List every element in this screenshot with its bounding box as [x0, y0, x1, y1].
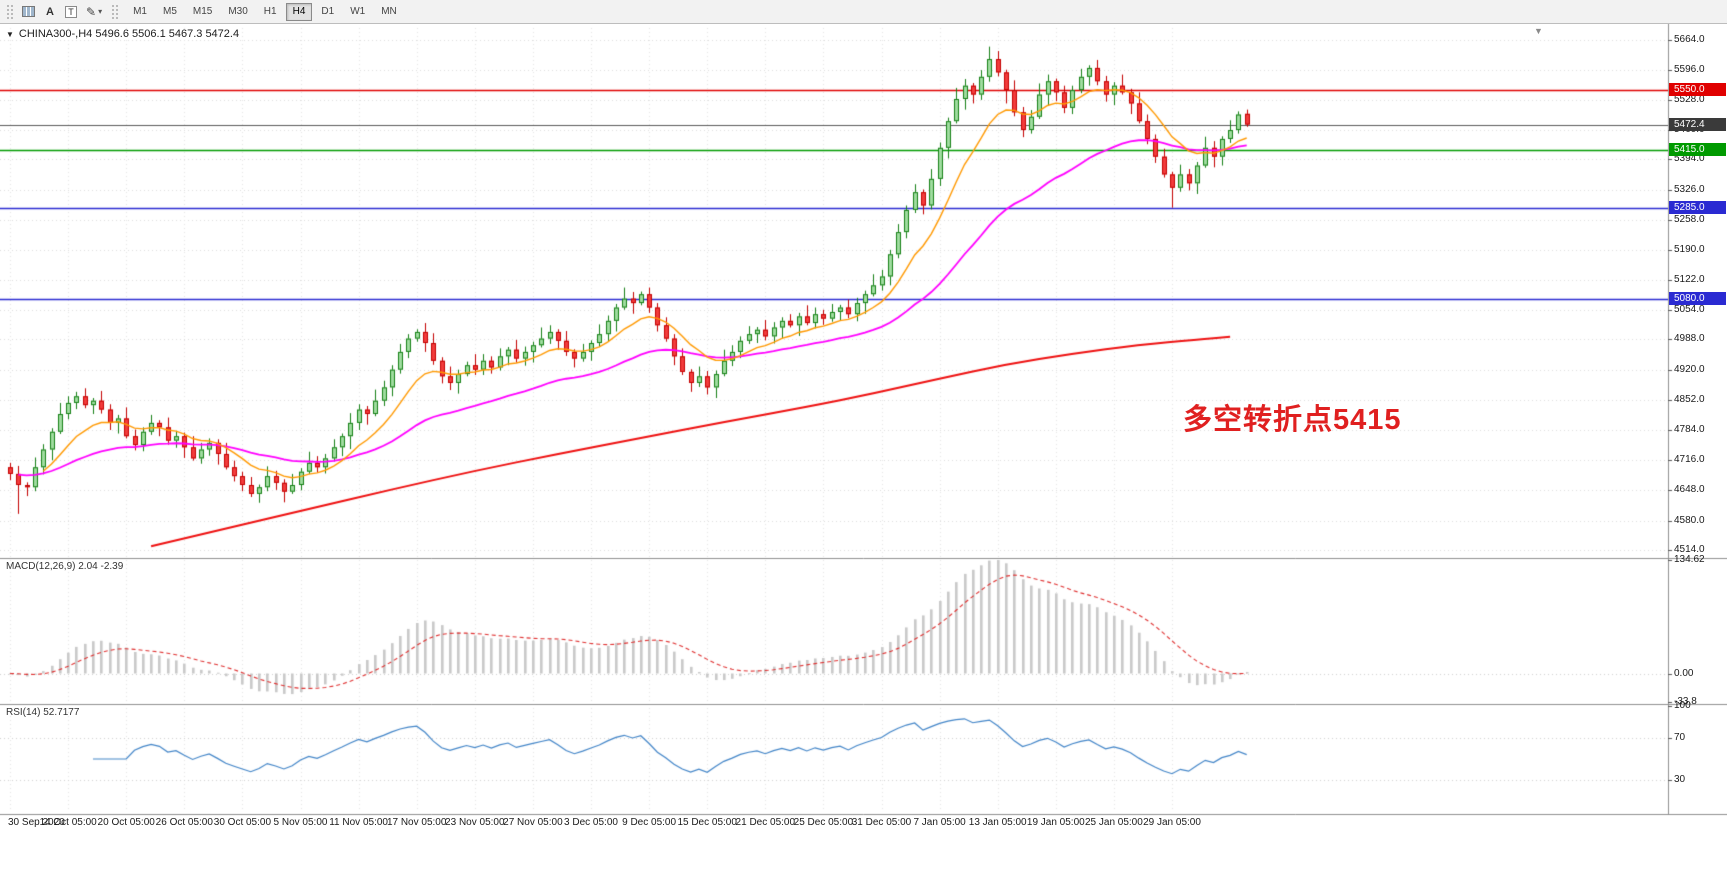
macd-axis-tick: 0.00 — [1674, 667, 1694, 679]
grid-icon — [22, 6, 35, 17]
time-axis-label: 21 Dec 05:00 — [735, 817, 796, 828]
time-axis-label: 14 Oct 05:00 — [39, 817, 97, 828]
price-axis-tick: 4514.0 — [1674, 543, 1705, 555]
timeframe-button-h4[interactable]: H4 — [285, 2, 313, 21]
time-axis-label: 30 Oct 05:00 — [213, 817, 272, 828]
price-axis-tick: 5122.0 — [1674, 274, 1705, 286]
price-axis-tick: 5528.0 — [1674, 93, 1705, 105]
price-axis-tick: 4988.0 — [1674, 333, 1705, 345]
rsi-axis-tick: 70 — [1674, 731, 1686, 743]
time-axis-label: 19 Jan 05:00 — [1026, 817, 1085, 828]
timeframe-button-m5[interactable]: M5 — [156, 3, 184, 21]
time-axis-label: 15 Dec 05:00 — [677, 817, 737, 828]
price-axis-tick: 4852.0 — [1674, 393, 1705, 405]
price-axis-tick: 4920.0 — [1674, 363, 1705, 375]
timeframe-button-d1[interactable]: D1 — [314, 3, 341, 21]
time-axis-label: 3 Dec 05:00 — [564, 817, 618, 828]
chart-annotation-text[interactable]: 多空转折点5415 — [1183, 404, 1402, 436]
drawing-tools-dropdown-button[interactable]: ✎ ▾ — [82, 2, 106, 22]
time-axis-label: 29 Jan 05:00 — [1143, 817, 1201, 828]
time-axis-label: 5 Nov 05:00 — [273, 817, 328, 828]
time-axis-label: 20 Oct 05:00 — [97, 817, 155, 828]
price-level-badge: 5550.0 — [1669, 83, 1726, 97]
price-axis-tick: 5258.0 — [1674, 213, 1705, 225]
time-axis-label: 31 Dec 05:00 — [851, 817, 912, 828]
time-axis-label: 9 Dec 05:00 — [622, 817, 677, 828]
chart-list-tool-button[interactable] — [18, 2, 39, 22]
current-price-badge: 5472.4 — [1669, 117, 1726, 131]
time-axis-label: 27 Nov 05:00 — [503, 817, 563, 828]
chart-window: ▼ CHINA300-,H4 5496.6 5506.1 5467.3 5472… — [0, 24, 1727, 896]
time-axis-label: 25 Jan 05:00 — [1084, 817, 1143, 828]
time-axis-label: 11 Nov 05:00 — [329, 817, 388, 828]
toolbar-drag-handle[interactable] — [6, 3, 13, 20]
rsi-axis-tick: 100 — [1674, 700, 1691, 711]
chart-ohlc-text: CHINA300-,H4 5496.6 5506.1 5467.3 5472.4 — [18, 28, 240, 40]
price-chart-canvas[interactable] — [0, 24, 1727, 896]
text-label-tool-button[interactable]: T — [61, 2, 81, 22]
time-axis-label: 23 Nov 05:00 — [445, 817, 505, 828]
macd-axis-tick: 134.62 — [1674, 554, 1705, 565]
timeframe-toolbar: M1 M5 M15 M30 H1 H4 D1 W1 MN — [125, 2, 405, 21]
price-axis-tick: 5394.0 — [1674, 153, 1705, 165]
price-level-badge: 5285.0 — [1669, 200, 1726, 214]
chart-collapse-icon[interactable]: ▼ — [6, 29, 14, 39]
rsi-axis-tick: 30 — [1674, 774, 1686, 786]
rsi-indicator-label[interactable]: RSI(14) 52.7177 — [6, 707, 80, 718]
time-axis-label: 25 Dec 05:00 — [793, 817, 854, 828]
price-axis-tick: 4648.0 — [1674, 484, 1705, 496]
right-axis-scale[interactable]: 5664.05596.05528.05460.05394.05326.05258… — [1668, 24, 1727, 814]
timeframe-button-mn[interactable]: MN — [374, 3, 404, 21]
time-axis-label: 30 Sep 2020 — [8, 817, 65, 828]
chevron-down-icon: ▾ — [98, 7, 103, 16]
price-axis-tick: 5596.0 — [1674, 63, 1705, 75]
font-tool-button[interactable]: A — [40, 2, 60, 22]
price-level-badge: 5080.0 — [1669, 291, 1726, 305]
timeframe-button-m15[interactable]: M15 — [186, 3, 219, 21]
time-scale[interactable]: 30 Sep 2020 14 Oct 05:00 20 Oct 05:00 26 Oc… — [0, 814, 1727, 834]
price-axis-tick: 5664.0 — [1674, 33, 1705, 45]
pencil-icon: ✎ — [86, 4, 97, 19]
price-axis-tick: 4784.0 — [1674, 423, 1705, 435]
toolbar-drag-handle-2[interactable] — [111, 3, 119, 20]
time-axis-label: 26 Oct 05:00 — [155, 817, 213, 828]
time-axis-label: 13 Jan 05:00 — [968, 817, 1027, 828]
price-axis-tick: 5190.0 — [1674, 243, 1705, 255]
macd-indicator-label[interactable]: MACD(12,26,9) 2.04 -2.39 — [6, 561, 124, 572]
chart-shift-marker: ▼ — [1534, 26, 1543, 36]
timeframe-button-m30[interactable]: M30 — [221, 3, 254, 21]
price-axis-tick: 5326.0 — [1674, 183, 1705, 195]
macd-axis-tick: -33.8 — [1674, 696, 1697, 707]
price-axis-tick: 5054.0 — [1674, 304, 1705, 316]
time-axis-label: 7 Jan 05:00 — [913, 817, 966, 828]
text-label-icon: T — [65, 5, 77, 18]
chart-title: ▼ CHINA300-,H4 5496.6 5506.1 5467.3 5472… — [6, 28, 239, 40]
timeframe-button-h1[interactable]: H1 — [257, 3, 284, 21]
top-toolbar: A T ✎ ▾ M1 M5 M15 M30 H1 H4 D1 W1 MN — [0, 0, 1727, 24]
timeframe-button-m1[interactable]: M1 — [126, 3, 154, 21]
timeframe-button-w1[interactable]: W1 — [343, 3, 372, 21]
price-axis-tick: 4716.0 — [1674, 454, 1705, 466]
price-level-badge: 5415.0 — [1669, 143, 1726, 157]
price-axis-tick: 4580.0 — [1674, 514, 1705, 526]
time-axis-label: 17 Nov 05:00 — [386, 817, 447, 828]
